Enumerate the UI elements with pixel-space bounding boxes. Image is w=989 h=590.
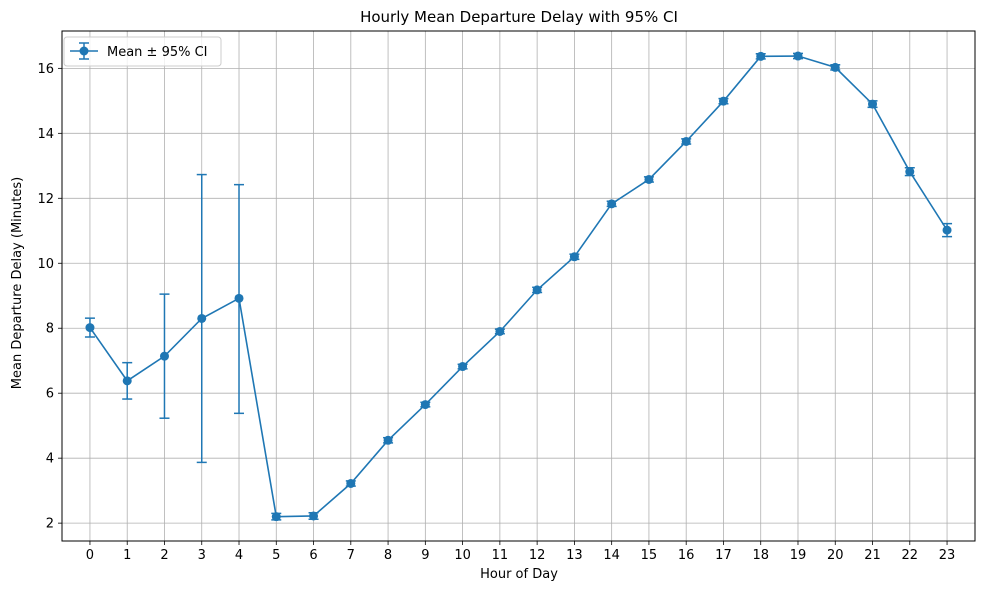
data-point bbox=[793, 51, 803, 61]
y-tick-label: 8 bbox=[46, 322, 54, 337]
data-point bbox=[681, 136, 691, 146]
data-point bbox=[85, 323, 95, 333]
x-tick-label: 17 bbox=[715, 548, 732, 563]
data-point bbox=[532, 285, 542, 295]
legend: Mean ± 95% CI bbox=[63, 36, 222, 67]
x-tick-label: 16 bbox=[678, 548, 695, 563]
x-tick-label: 20 bbox=[827, 548, 844, 563]
data-point bbox=[718, 96, 728, 106]
data-point bbox=[420, 400, 430, 410]
data-point bbox=[905, 167, 915, 177]
grid-lines bbox=[62, 31, 975, 541]
x-tick-label: 14 bbox=[603, 548, 620, 563]
x-tick-label: 6 bbox=[309, 548, 317, 563]
y-tick-label: 12 bbox=[37, 192, 54, 207]
y-tick-label: 4 bbox=[46, 452, 54, 467]
legend-label: Mean ± 95% CI bbox=[107, 45, 208, 60]
data-point bbox=[234, 293, 244, 303]
y-tick-label: 2 bbox=[46, 517, 54, 532]
legend-marker bbox=[70, 42, 98, 60]
data-point bbox=[458, 362, 468, 372]
data-point bbox=[309, 511, 319, 521]
x-tick-label: 5 bbox=[272, 548, 280, 563]
x-tick-label: 1 bbox=[123, 548, 131, 563]
legend-box bbox=[63, 36, 222, 67]
y-axis-title: Mean Departure Delay (Minutes) bbox=[10, 177, 25, 389]
x-tick-label: 12 bbox=[529, 548, 546, 563]
data-point bbox=[495, 326, 505, 336]
x-tick-label: 9 bbox=[421, 548, 429, 563]
x-tick-label: 13 bbox=[566, 548, 583, 563]
data-point bbox=[607, 199, 617, 209]
x-tick-label: 11 bbox=[492, 548, 509, 563]
data-point bbox=[271, 512, 281, 522]
x-axis-ticks: 0 1 2 3 4 5 6 7 8 9 10 11 12 13 14 15 16 17 18 19 20 21 22 23 bbox=[86, 541, 956, 563]
data-point bbox=[942, 225, 952, 235]
x-tick-label: 0 bbox=[86, 548, 94, 563]
series-line bbox=[89, 55, 948, 518]
data-point bbox=[756, 51, 766, 61]
data-point bbox=[383, 435, 393, 445]
data-point bbox=[122, 376, 132, 386]
y-axis-ticks: 2 4 6 8 10 12 14 16 bbox=[37, 62, 62, 532]
x-tick-label: 4 bbox=[235, 548, 243, 563]
data-point bbox=[346, 479, 356, 489]
y-tick-label: 14 bbox=[37, 127, 54, 142]
x-tick-label: 2 bbox=[160, 548, 168, 563]
x-tick-label: 7 bbox=[347, 548, 355, 563]
data-point bbox=[644, 174, 654, 184]
x-tick-label: 19 bbox=[790, 548, 807, 563]
data-point bbox=[830, 62, 840, 72]
y-tick-label: 10 bbox=[37, 257, 54, 272]
legend-point bbox=[79, 46, 89, 56]
y-tick-label: 6 bbox=[46, 387, 54, 402]
x-tick-label: 10 bbox=[454, 548, 471, 563]
x-tick-label: 8 bbox=[384, 548, 392, 563]
data-point bbox=[159, 351, 169, 361]
plot-frame bbox=[61, 30, 976, 542]
data-point bbox=[197, 313, 207, 323]
series-layer bbox=[84, 51, 953, 522]
y-tick-label: 16 bbox=[37, 62, 54, 77]
x-axis-title: Hour of Day bbox=[480, 567, 558, 582]
x-tick-label: 3 bbox=[198, 548, 206, 563]
x-tick-label: 15 bbox=[641, 548, 658, 563]
data-point bbox=[569, 252, 579, 262]
x-tick-label: 22 bbox=[902, 548, 919, 563]
x-tick-label: 23 bbox=[939, 548, 956, 563]
data-point bbox=[868, 99, 878, 109]
x-tick-label: 21 bbox=[864, 548, 881, 563]
x-tick-label: 18 bbox=[752, 548, 769, 563]
chart-title: Hourly Mean Departure Delay with 95% CI bbox=[360, 8, 678, 26]
